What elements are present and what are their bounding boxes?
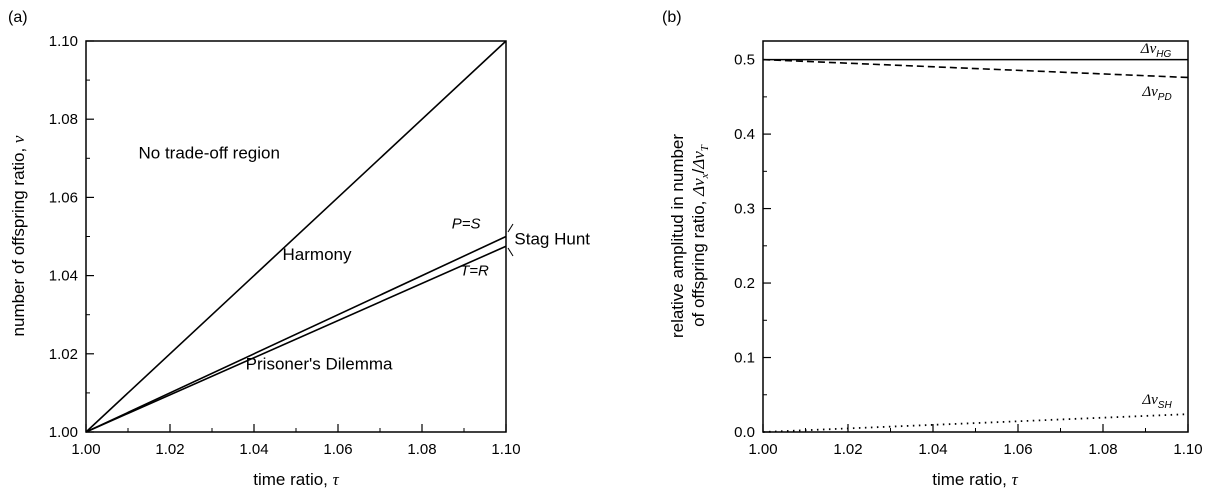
series-line-3 [85, 245, 507, 433]
panel-a-lines [85, 40, 507, 433]
x-tick-label: 1.10 [1173, 441, 1202, 458]
no-tradeoff-label: No trade-off region [139, 143, 280, 162]
t-equals-r-label: T=R [460, 263, 489, 280]
x-tick-label: 1.08 [1088, 441, 1117, 458]
panel-a-label: (a) [8, 9, 28, 26]
y-tick-label: 0.5 [734, 52, 755, 69]
panel-b-x-axis-label: time ratio, τ [932, 470, 1018, 489]
y-tick-label: 1.04 [49, 268, 78, 285]
panel-a-y-axis-label: number of offspring ratio, ν [9, 135, 28, 336]
x-tick-label: 1.00 [748, 441, 777, 458]
stag-hunt-label: Stag Hunt [514, 229, 590, 248]
panel-b-y-axis-label-line1: relative amplitud in number [668, 134, 687, 338]
x-tick-label: 1.02 [833, 441, 862, 458]
panel-b-frame [762, 40, 1189, 433]
series-line-sh [762, 413, 1189, 433]
x-tick-label: 1.06 [1003, 441, 1032, 458]
delta-nu-hg-label: ΔνHG [1140, 41, 1172, 60]
y-tick-label: 1.00 [49, 424, 78, 441]
y-tick-label: 1.06 [49, 189, 78, 206]
delta-nu-pd-label: ΔνPD [1141, 84, 1171, 103]
x-tick-label: 1.08 [407, 441, 436, 458]
y-tick-label: 0.3 [734, 201, 755, 218]
y-tick-label: 1.02 [49, 346, 78, 363]
x-tick-label: 1.02 [155, 441, 184, 458]
panel-b: (b) 1.00 1.02 1.04 1.06 1.08 1.10 0.0 0.1 0.2 0.3… [662, 9, 1203, 489]
series-line-1 [85, 40, 507, 433]
series-line-2 [85, 235, 507, 433]
x-tick-label: 1.04 [918, 441, 947, 458]
panel-a-x-axis-label: time ratio, τ [253, 470, 339, 489]
y-tick-label: 0.4 [734, 126, 755, 143]
y-tick-label: 1.10 [49, 33, 78, 50]
panel-b-lines [762, 58, 1189, 433]
series-line-pd [762, 58, 1189, 79]
prisoners-dilemma-label: Prisoner's Dilemma [246, 354, 393, 373]
panel-b-ticks: 1.00 1.02 1.04 1.06 1.08 1.10 0.0 0.1 0.2 0.3 0.4 0… [734, 52, 1202, 458]
delta-nu-sh-label: ΔνSH [1141, 392, 1172, 411]
y-tick-label: 0.2 [734, 275, 755, 292]
panel-a: (a) 1.00 1.02 1.04 1.06 1.08 1.10 1.00 1.02 1.04… [8, 9, 590, 489]
panel-a-annotations: No trade-off region Harmony Stag Hunt P=… [139, 143, 591, 373]
x-tick-label: 1.04 [239, 441, 268, 458]
harmony-label: Harmony [283, 245, 352, 264]
panel-a-ticks: 1.00 1.02 1.04 1.06 1.08 1.10 1.00 1.02 1.04 1.06… [49, 33, 521, 458]
panel-b-label: (b) [662, 9, 682, 26]
p-equals-s-label: P=S [452, 216, 481, 233]
x-tick-label: 1.06 [323, 441, 352, 458]
y-tick-label: 0.1 [734, 350, 755, 367]
y-tick-label: 0.0 [734, 424, 755, 441]
p-equals-s-pointer [507, 223, 514, 233]
panel-b-annotations: ΔνHG ΔνPD ΔνSH [1140, 41, 1173, 411]
x-tick-label: 1.10 [491, 441, 520, 458]
t-equals-r-pointer [507, 247, 514, 257]
y-tick-label: 1.08 [49, 111, 78, 128]
panel-b-y-axis-label-line2: of offspring ratio, Δνx/ΔνT [689, 144, 711, 327]
x-tick-label: 1.00 [71, 441, 100, 458]
